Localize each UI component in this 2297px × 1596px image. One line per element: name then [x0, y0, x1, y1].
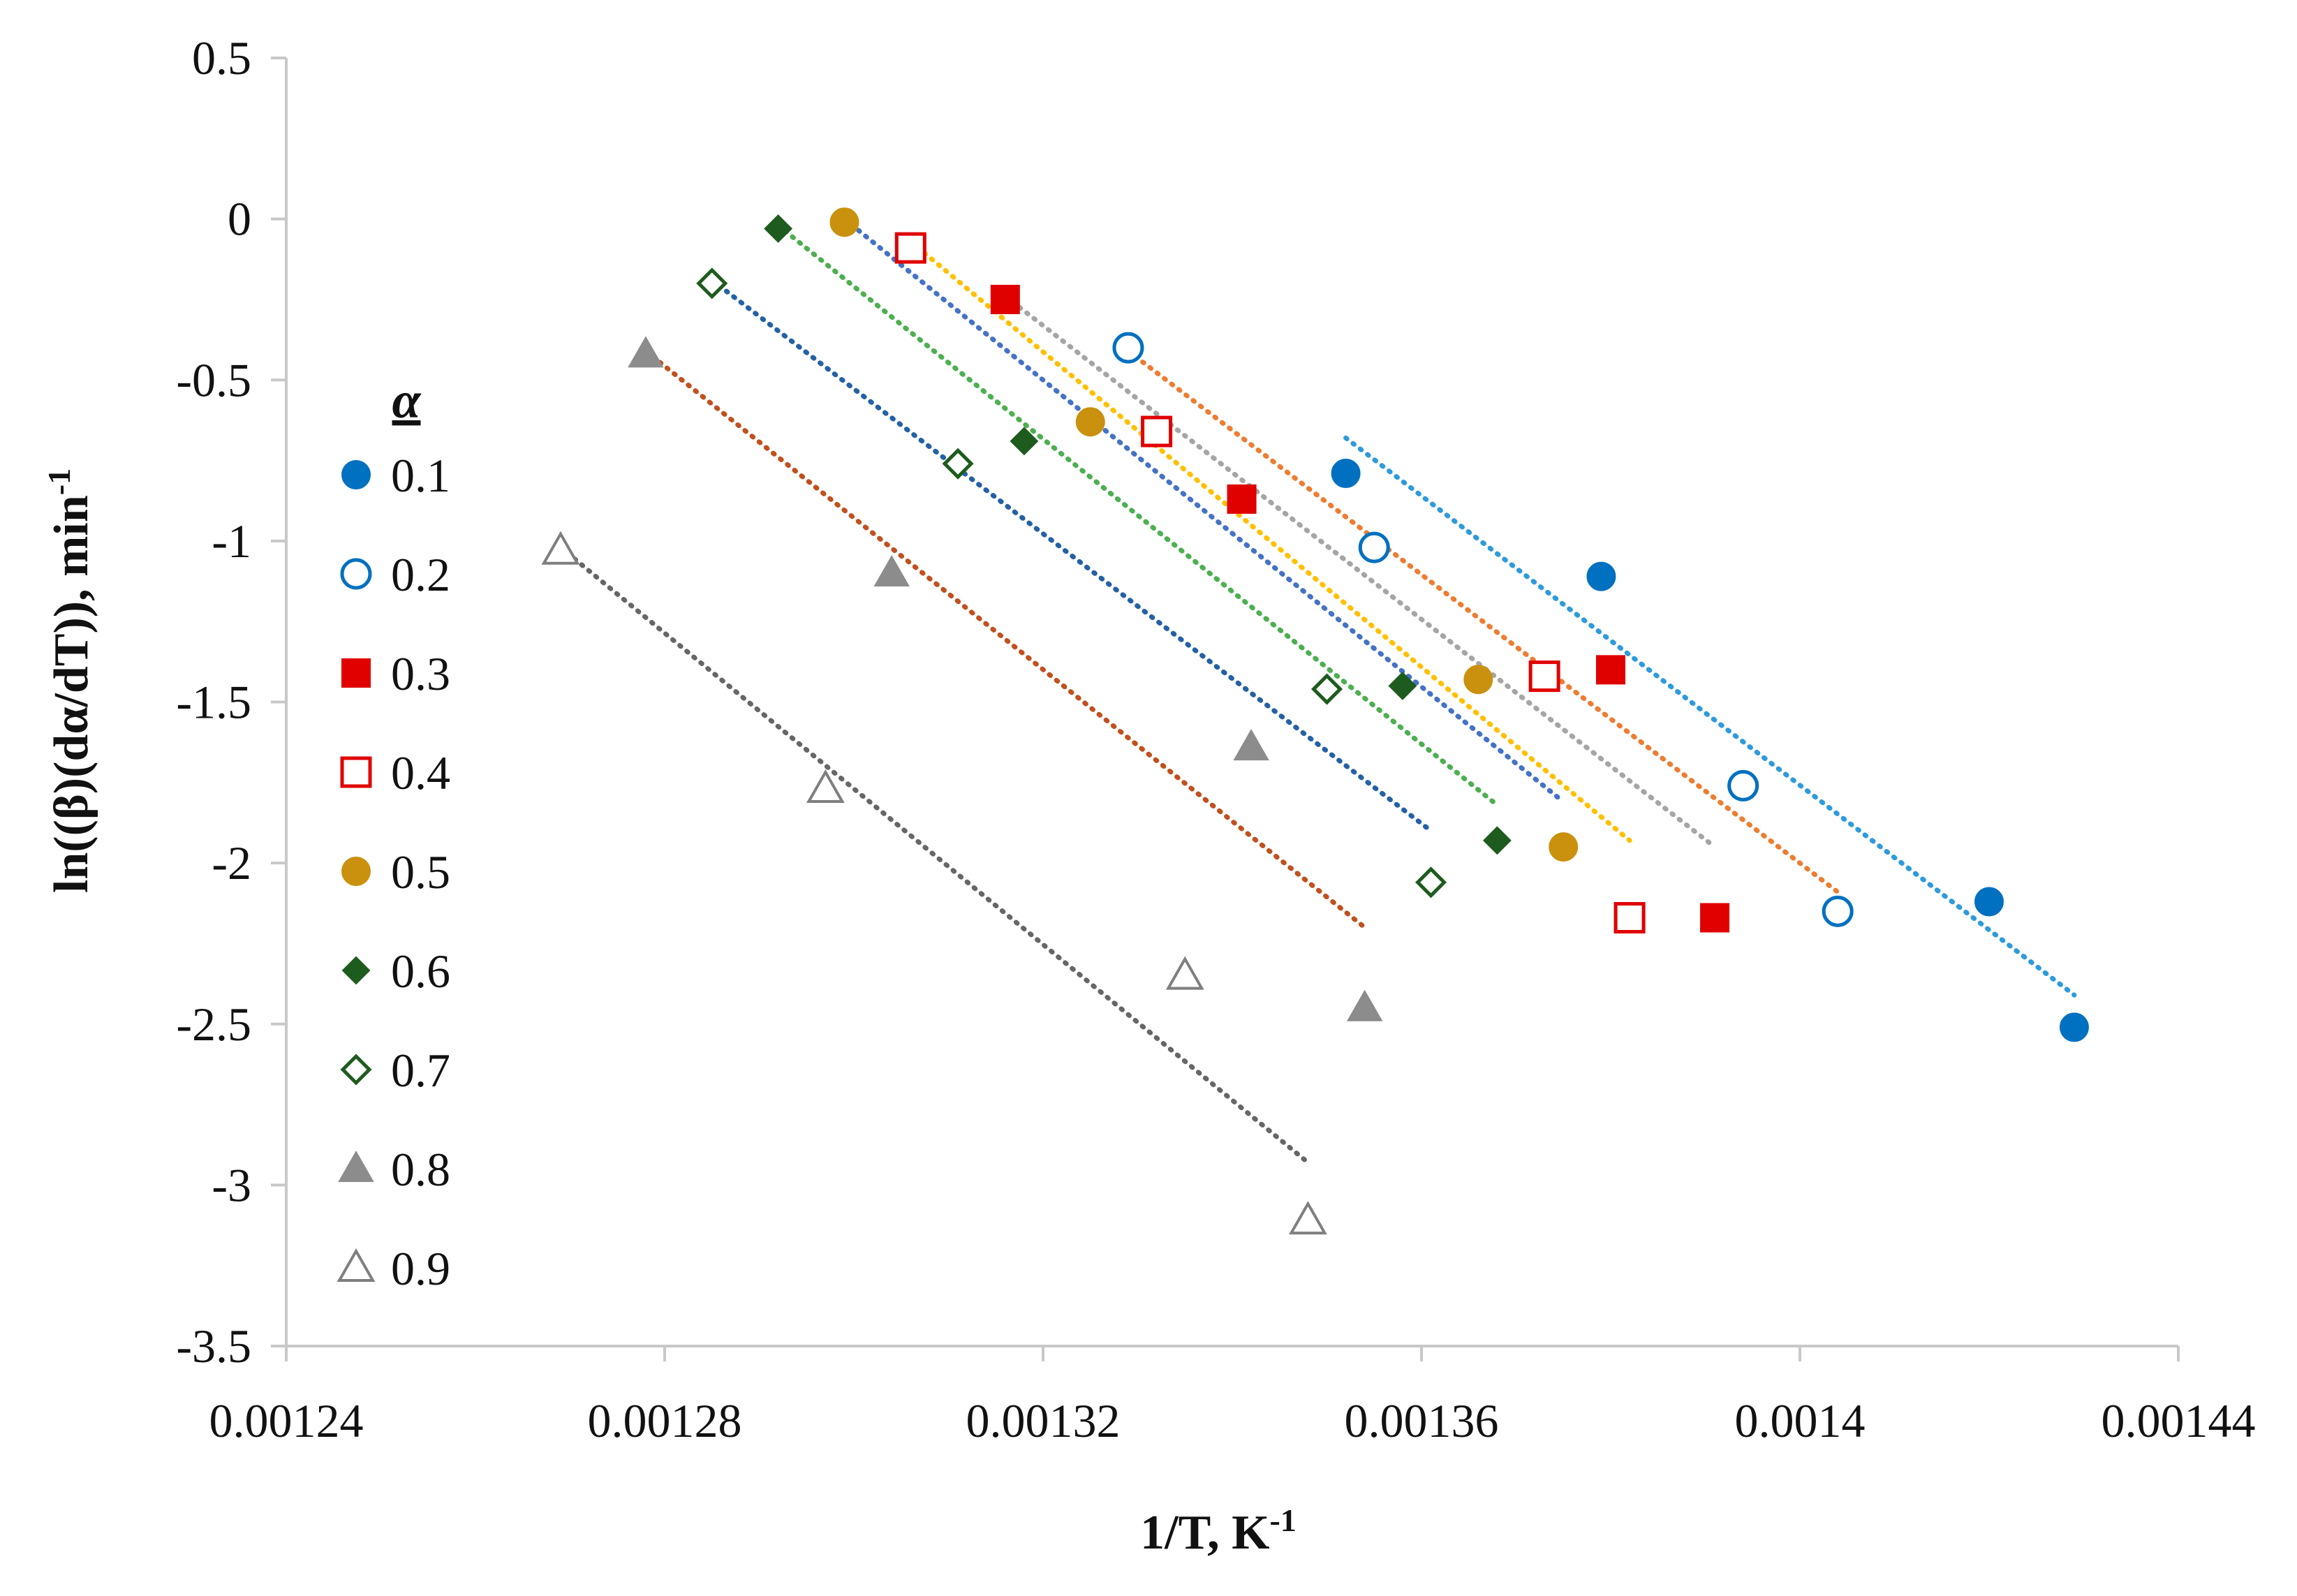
y-tick-label: -1.5 [176, 676, 251, 729]
y-tick-label: -2 [212, 836, 251, 889]
x-tick-label: 0.00132 [966, 1394, 1121, 1447]
trendline-alpha-0.4 [908, 239, 1632, 843]
point-alpha-0.6 [764, 214, 793, 243]
point-alpha-0.7 [1415, 866, 1447, 899]
point-alpha-0.4 [1528, 660, 1560, 693]
x-tick-label: 0.0014 [1735, 1394, 1866, 1447]
point-alpha-0.3 [1227, 484, 1257, 514]
x-axis-title-text: 1/T, K [1140, 1506, 1269, 1560]
point-alpha-0.9 [1165, 956, 1204, 990]
y-tick-label: -3.5 [176, 1320, 251, 1373]
trendlines [558, 216, 2077, 1165]
y-tick-label: 0 [228, 193, 251, 246]
trendline-alpha-0.6 [776, 223, 1500, 808]
point-alpha-0.7 [942, 448, 974, 480]
point-alpha-0.2 [1727, 769, 1759, 801]
point-alpha-0.1 [1974, 887, 2004, 917]
legend-marker-0.6 [341, 956, 371, 985]
point-alpha-0.4 [1141, 415, 1173, 448]
x-tick-label: 0.00128 [588, 1394, 742, 1447]
point-alpha-0.1 [2059, 1012, 2089, 1042]
point-alpha-0.9 [541, 531, 580, 565]
trendline-alpha-0.5 [841, 216, 1566, 804]
x-tick-label: 0.00124 [209, 1394, 364, 1447]
point-alpha-0.3 [1596, 655, 1625, 685]
legend-marker-0.8 [338, 1150, 374, 1182]
trendline-alpha-0.2 [1125, 348, 1840, 895]
legend-marker-0.1 [341, 460, 371, 489]
trendline-alpha-0.7 [709, 277, 1434, 834]
point-alpha-0.5 [1463, 665, 1493, 695]
point-alpha-0.5 [829, 207, 859, 237]
x-tick-label: 0.00136 [1345, 1394, 1499, 1447]
legend-label-0.1: 0.1 [391, 449, 450, 502]
point-alpha-0.5 [1075, 407, 1105, 437]
tick-labels: 0.5 0 -0.5 -1 -1.5 -2 -2.5 -3 -3.5 0.00124 0.00128… [176, 31, 2255, 1447]
point-alpha-0.4 [1613, 902, 1646, 934]
point-alpha-0.9 [806, 769, 845, 804]
point-alpha-0.8 [1346, 989, 1383, 1021]
trendline-alpha-0.8 [643, 348, 1368, 930]
legend-label-0.6: 0.6 [391, 945, 450, 998]
point-alpha-0.6 [1010, 427, 1039, 456]
y-tick-label: -1 [212, 515, 251, 568]
x-axis-title: 1/T, K-1 [1140, 1502, 1297, 1560]
plot-axes [271, 57, 2180, 1361]
point-alpha-0.8 [1233, 729, 1269, 761]
legend-marker-0.2 [340, 558, 372, 590]
point-alpha-0.8 [628, 336, 664, 368]
legend-marker-0.9 [337, 1248, 376, 1282]
y-axis-title: ln((β)(dα/dT)), min-1 [41, 468, 99, 893]
y-axis-title-text: ln((β)(dα/dT)), min [45, 495, 98, 893]
y-axis-title-sup: -1 [41, 468, 77, 495]
legend-marker-0.3 [341, 658, 371, 688]
legend-label-0.9: 0.9 [391, 1242, 450, 1295]
x-tick-label: 0.00144 [2102, 1394, 2256, 1447]
trendline-alpha-0.1 [1343, 435, 2077, 998]
legend-marker-0.5 [341, 857, 371, 886]
point-alpha-0.7 [1310, 673, 1343, 705]
legend-label-0.4: 0.4 [391, 746, 450, 799]
point-alpha-0.3 [1700, 903, 1730, 933]
point-alpha-0.6 [1388, 672, 1417, 700]
legend-label-0.5: 0.5 [391, 845, 450, 899]
legend-label-0.2: 0.2 [391, 548, 450, 601]
point-alpha-0.2 [1822, 895, 1854, 927]
legend-marker-0.7 [340, 1054, 372, 1086]
legend-marker-0.4 [340, 756, 372, 788]
legend-title: α [392, 372, 422, 429]
point-alpha-0.9 [1288, 1201, 1327, 1235]
point-alpha-0.1 [1331, 459, 1361, 489]
legend-label-0.3: 0.3 [391, 647, 450, 700]
data-points [541, 207, 2089, 1235]
y-tick-label: -0.5 [176, 353, 251, 406]
legend: α 0.1 0.2 0.3 0.4 0.5 0.6 0.7 0.8 0.9 [337, 372, 450, 1295]
point-alpha-0.2 [1112, 332, 1144, 364]
x-axis-title-sup: -1 [1270, 1502, 1297, 1538]
legend-label-0.8: 0.8 [391, 1143, 450, 1196]
y-tick-label: 0.5 [192, 31, 251, 84]
legend-label-0.7: 0.7 [391, 1044, 450, 1097]
point-alpha-0.5 [1549, 832, 1579, 862]
point-alpha-0.4 [894, 232, 926, 264]
point-alpha-0.7 [696, 267, 728, 300]
point-alpha-0.3 [990, 284, 1020, 314]
point-alpha-0.1 [1586, 561, 1616, 591]
y-tick-label: -2.5 [176, 998, 251, 1051]
point-alpha-0.2 [1358, 531, 1390, 563]
y-tick-label: -3 [212, 1158, 251, 1211]
point-alpha-0.8 [873, 554, 910, 586]
point-alpha-0.6 [1482, 826, 1512, 855]
trendline-alpha-0.9 [558, 545, 1310, 1165]
